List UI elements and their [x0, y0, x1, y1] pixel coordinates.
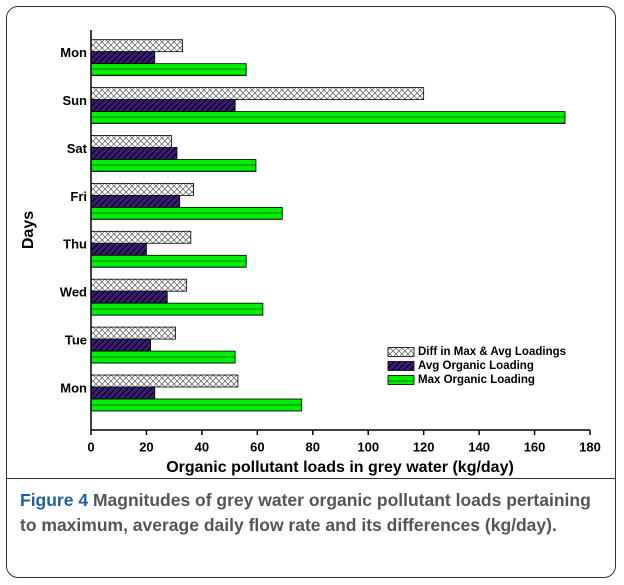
bar	[90, 135, 172, 148]
y-tick-label: Mon	[60, 45, 87, 60]
legend-label: Max Organic Loading	[418, 374, 535, 386]
bar	[90, 302, 264, 316]
bar	[90, 63, 247, 77]
legend-label: Diff in Max & Avg Loadings	[418, 346, 566, 358]
x-tick-label: 140	[468, 439, 490, 454]
bar	[90, 99, 236, 112]
x-tick-label: 40	[195, 439, 209, 454]
caption-text: Magnitudes of grey water organic polluta…	[20, 490, 591, 535]
separator	[7, 478, 616, 479]
x-tick-label: 60	[250, 439, 264, 454]
bar	[90, 39, 183, 53]
bar	[90, 338, 152, 352]
bar	[90, 51, 156, 65]
x-tick-label: 180	[579, 439, 601, 454]
bar	[90, 87, 425, 100]
bar	[90, 374, 239, 388]
caption-label: Figure 4	[20, 490, 89, 510]
y-tick-label: Fri	[70, 189, 87, 204]
bar	[90, 182, 194, 196]
y-tick-label: Mon	[60, 380, 87, 395]
bar	[90, 111, 566, 124]
legend-swatch	[387, 375, 415, 385]
y-tick-label: Sat	[67, 141, 88, 156]
bar	[90, 147, 178, 160]
bar	[90, 290, 168, 304]
bar	[90, 386, 156, 400]
y-axis-title: Days	[20, 211, 37, 249]
legend-label: Avg Organic Loading	[418, 360, 534, 372]
legend-swatch	[387, 361, 415, 371]
bar	[90, 254, 247, 268]
bar	[90, 326, 176, 340]
x-tick-label: 80	[306, 439, 320, 454]
legend-swatch	[387, 347, 415, 357]
x-tick-label: 100	[357, 439, 379, 454]
bar	[90, 159, 257, 172]
bar	[90, 206, 283, 220]
bar	[90, 278, 188, 292]
x-tick-label: 160	[524, 439, 546, 454]
x-axis-title: Organic pollutant loads in grey water (k…	[166, 459, 514, 476]
y-tick-label: Thu	[63, 237, 87, 252]
x-tick-label: 20	[139, 439, 153, 454]
x-tick-label: 0	[87, 439, 94, 454]
figure-frame	[6, 6, 616, 578]
chart: Days Organic pollutant loads in grey wat…	[20, 30, 601, 476]
x-tick-label: 120	[413, 439, 435, 454]
y-tick-label: Wed	[60, 285, 87, 300]
bar	[90, 350, 236, 364]
bar	[90, 242, 147, 256]
bar	[90, 230, 192, 244]
bar	[90, 398, 303, 412]
bar	[90, 194, 181, 208]
y-tick-label: Sun	[62, 93, 87, 108]
caption: Figure 4 Magnitudes of grey water organi…	[20, 488, 610, 537]
y-tick-label: Tue	[65, 333, 87, 348]
